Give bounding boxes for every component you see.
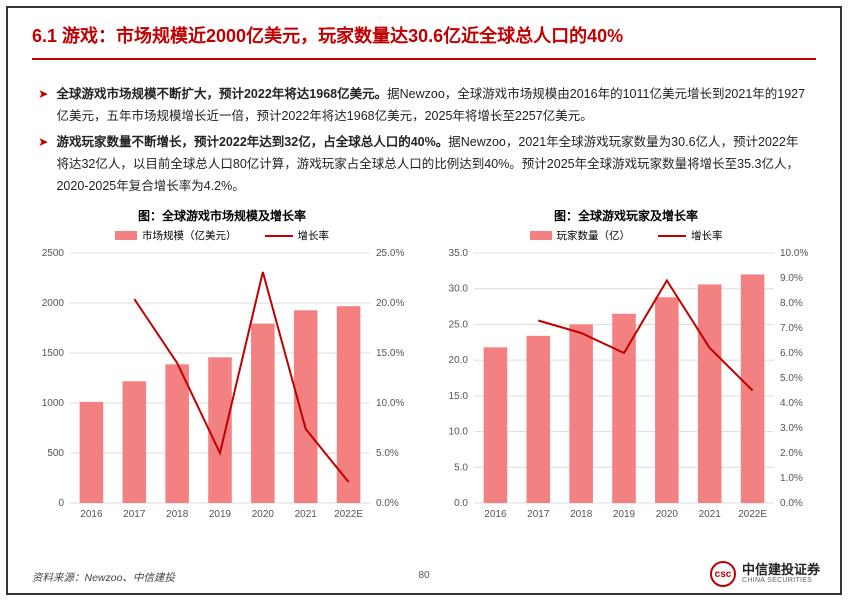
svg-text:2022E: 2022E [334, 509, 363, 520]
svg-text:2021: 2021 [295, 509, 318, 520]
bar [484, 348, 508, 504]
svg-text:2018: 2018 [166, 509, 189, 520]
svg-text:25.0%: 25.0% [376, 248, 404, 259]
chart-legend: 玩家数量（亿） 增长率 [434, 228, 818, 243]
svg-text:2020: 2020 [252, 509, 275, 520]
bullet-lead: 游戏玩家数量不断增长，预计2022年达到32亿，占全球总人口的40%。 [56, 135, 448, 149]
bar [208, 358, 232, 504]
svg-text:4.0%: 4.0% [780, 398, 803, 409]
svg-text:1500: 1500 [42, 348, 65, 359]
bullet-list: ➤ 全球游戏市场规模不断扩大，预计2022年将达1968亿美元。据Newzoo，… [0, 72, 848, 207]
svg-text:2019: 2019 [209, 509, 232, 520]
chart-legend: 市场规模（亿美元） 增长率 [30, 228, 414, 243]
title-underline [32, 58, 816, 60]
svg-text:3.0%: 3.0% [780, 423, 803, 434]
bar [337, 307, 361, 504]
svg-text:2.0%: 2.0% [780, 448, 803, 459]
svg-text:10.0: 10.0 [449, 427, 469, 438]
svg-text:2019: 2019 [613, 509, 636, 520]
svg-text:2018: 2018 [570, 509, 593, 520]
chart-svg: 0 500 1000 1500 2000 2500 0.0% 5.0% 10.0% 15.0% 20… [30, 247, 414, 525]
svg-text:0.0%: 0.0% [376, 498, 399, 509]
bar [294, 311, 318, 504]
svg-text:2500: 2500 [42, 248, 65, 259]
svg-text:1000: 1000 [42, 398, 65, 409]
source-text: 资料来源：Newzoo、中信建投 [32, 570, 175, 585]
svg-text:8.0%: 8.0% [780, 298, 803, 309]
svg-text:2000: 2000 [42, 298, 65, 309]
svg-text:0.0: 0.0 [454, 498, 468, 509]
bar [527, 336, 551, 503]
brand-logo-icon: csc [710, 561, 736, 587]
svg-text:15.0: 15.0 [449, 391, 469, 402]
svg-text:0.0%: 0.0% [780, 498, 803, 509]
bullet-lead: 全球游戏市场规模不断扩大，预计2022年将达1968亿美元。 [56, 87, 387, 101]
legend-bar-label: 玩家数量（亿） [557, 228, 631, 243]
svg-text:5.0%: 5.0% [780, 373, 803, 384]
bullet-marker-icon: ➤ [38, 132, 48, 198]
svg-text:6.0%: 6.0% [780, 348, 803, 359]
brand-block: csc 中信建投证券 CHINA SECURITIES [710, 561, 820, 587]
svg-text:35.0: 35.0 [449, 248, 469, 259]
svg-text:500: 500 [47, 448, 64, 459]
svg-text:2016: 2016 [80, 509, 103, 520]
svg-text:10.0%: 10.0% [780, 248, 808, 259]
svg-text:2021: 2021 [699, 509, 722, 520]
svg-text:2017: 2017 [123, 509, 146, 520]
legend-line-swatch [658, 235, 686, 237]
svg-text:9.0%: 9.0% [780, 273, 803, 284]
svg-text:30.0: 30.0 [449, 284, 469, 295]
brand-en: CHINA SECURITIES [742, 577, 820, 585]
svg-text:25.0: 25.0 [449, 320, 469, 331]
svg-text:10.0%: 10.0% [376, 398, 404, 409]
legend-bar-swatch [115, 231, 137, 240]
page-title: 6.1 游戏：市场规模近2000亿美元，玩家数量达30.6亿近全球总人口的40% [32, 22, 816, 48]
bar [569, 325, 593, 504]
legend-line-label: 增长率 [691, 228, 723, 243]
bullet-item: ➤ 全球游戏市场规模不断扩大，预计2022年将达1968亿美元。据Newzoo，… [38, 84, 810, 128]
legend-bar-label: 市场规模（亿美元） [142, 228, 237, 243]
svg-text:5.0: 5.0 [454, 463, 468, 474]
page-number: 80 [418, 570, 429, 581]
svg-text:1.0%: 1.0% [780, 473, 803, 484]
svg-text:15.0%: 15.0% [376, 348, 404, 359]
legend-line-swatch [265, 235, 293, 237]
chart-svg: 0.0 5.0 10.0 15.0 20.0 25.0 30.0 35.0 0.0% 1.0% 2.… [434, 247, 818, 525]
svg-text:2017: 2017 [527, 509, 550, 520]
svg-text:2020: 2020 [656, 509, 679, 520]
bar [80, 402, 104, 503]
svg-text:7.0%: 7.0% [780, 323, 803, 334]
svg-text:2016: 2016 [484, 509, 507, 520]
chart-title: 图：全球游戏市场规模及增长率 [30, 207, 414, 224]
legend-bar-swatch [530, 231, 552, 240]
brand-cn: 中信建投证券 [742, 563, 820, 577]
bar [123, 382, 147, 504]
bar [251, 324, 275, 503]
svg-text:0: 0 [58, 498, 64, 509]
chart-right: 图：全球游戏玩家及增长率 玩家数量（亿） 增长率 0.0 5.0 10.0 15.0 2… [434, 207, 818, 527]
legend-line-label: 增长率 [298, 228, 330, 243]
bar [741, 275, 765, 504]
svg-text:5.0%: 5.0% [376, 448, 399, 459]
svg-text:20.0: 20.0 [449, 356, 469, 367]
chart-left: 图：全球游戏市场规模及增长率 市场规模（亿美元） 增长率 0 500 1000 150… [30, 207, 414, 527]
bullet-marker-icon: ➤ [38, 84, 48, 128]
bar [655, 298, 679, 504]
svg-text:20.0%: 20.0% [376, 298, 404, 309]
bar [165, 365, 189, 504]
bullet-item: ➤ 游戏玩家数量不断增长，预计2022年达到32亿，占全球总人口的40%。据Ne… [38, 132, 810, 198]
chart-title: 图：全球游戏玩家及增长率 [434, 207, 818, 224]
svg-text:2022E: 2022E [738, 509, 767, 520]
bar [698, 285, 722, 504]
bar [612, 314, 636, 503]
